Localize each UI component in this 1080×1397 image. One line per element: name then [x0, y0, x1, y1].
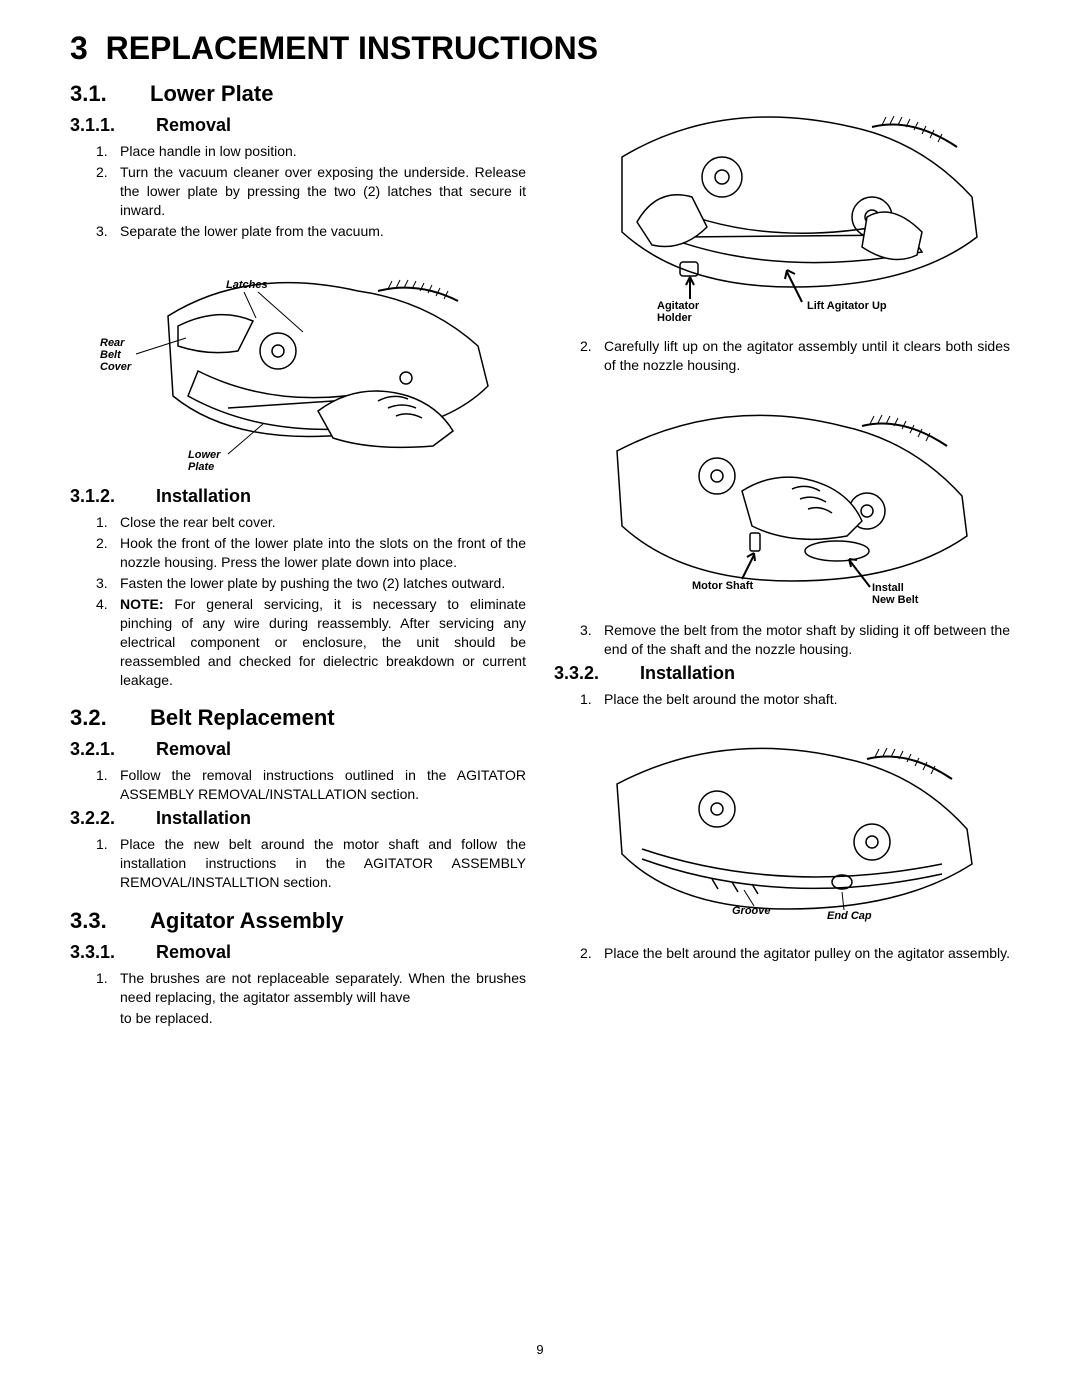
- fig-label-rear: Rear: [100, 337, 125, 349]
- section-title: Lower Plate: [150, 81, 273, 106]
- section-3-1: 3.1.Lower Plate: [70, 81, 526, 107]
- subsection-title: Installation: [156, 486, 251, 506]
- fig-label-agitator: Agitator: [657, 300, 700, 312]
- section-title: Agitator Assembly: [150, 908, 344, 933]
- list-item: Hook the front of the lower plate into t…: [120, 534, 526, 572]
- subsection-number: 3.2.1.: [70, 739, 156, 760]
- fig-label-belt: Belt: [100, 349, 122, 361]
- list-item: Follow the removal instructions outlined…: [120, 766, 526, 804]
- list-item: The brushes are not replaceable separate…: [120, 969, 526, 1007]
- list-item: Separate the lower plate from the vacuum…: [120, 222, 526, 241]
- list-3-3-1-part1: The brushes are not replaceable separate…: [70, 969, 526, 1007]
- chapter-title: REPLACEMENT INSTRUCTIONS: [106, 30, 598, 66]
- list-3-2-2: Place the new belt around the motor shaf…: [70, 835, 526, 892]
- subsection-number: 3.3.2.: [554, 663, 640, 684]
- fig-label-groove: Groove: [732, 905, 771, 917]
- section-number: 3.3.: [70, 908, 150, 934]
- fig-label-plate: Plate: [188, 461, 214, 473]
- section-3-1-2: 3.1.2.Installation: [70, 486, 526, 507]
- fig-label-motor-shaft: Motor Shaft: [692, 580, 753, 592]
- list-3-3-2-part1: Place the belt around the motor shaft.: [554, 690, 1010, 709]
- list-item-continuation: to be replaced.: [70, 1009, 526, 1028]
- subsection-number: 3.1.1.: [70, 115, 156, 136]
- figure-groove-endcap: Groove End Cap: [554, 714, 1010, 934]
- list-item: Close the rear belt cover.: [120, 513, 526, 532]
- subsection-number: 3.1.2.: [70, 486, 156, 507]
- list-3-3-2-part2: Place the belt around the agitator pulle…: [554, 944, 1010, 963]
- section-3-2: 3.2.Belt Replacement: [70, 705, 526, 731]
- chapter-number: 3: [70, 30, 88, 66]
- list-item: NOTE: For general servicing, it is neces…: [120, 595, 526, 689]
- subsection-title: Removal: [156, 739, 231, 759]
- section-number: 3.1.: [70, 81, 150, 107]
- list-3-3-1-part3: Remove the belt from the motor shaft by …: [554, 621, 1010, 659]
- subsection-title: Installation: [640, 663, 735, 683]
- chapter-heading: 3 REPLACEMENT INSTRUCTIONS: [70, 30, 1010, 67]
- list-item: Place handle in low position.: [120, 142, 526, 161]
- section-3-1-1: 3.1.1.Removal: [70, 115, 526, 136]
- section-number: 3.2.: [70, 705, 150, 731]
- list-3-2-1: Follow the removal instructions outlined…: [70, 766, 526, 804]
- list-item: Place the belt around the motor shaft.: [604, 690, 1010, 709]
- subsection-title: Removal: [156, 942, 231, 962]
- fig-label-endcap: End Cap: [827, 910, 872, 922]
- section-3-3-2: 3.3.2.Installation: [554, 663, 1010, 684]
- fig-label-lift-agitator: Lift Agitator Up: [807, 300, 887, 312]
- fig-label-lower: Lower: [188, 449, 221, 461]
- page-number: 9: [0, 1342, 1080, 1357]
- list-item: Place the belt around the agitator pulle…: [604, 944, 1010, 963]
- fig-label-holder: Holder: [657, 312, 693, 324]
- figure-motor-shaft: Motor Shaft Install New Belt: [554, 381, 1010, 611]
- section-title: Belt Replacement: [150, 705, 335, 730]
- fig-label-cover: Cover: [100, 361, 132, 373]
- list-3-3-1-part2: Carefully lift up on the agitator assemb…: [554, 337, 1010, 375]
- section-3-3-1: 3.3.1.Removal: [70, 942, 526, 963]
- list-item: Turn the vacuum cleaner over exposing th…: [120, 163, 526, 220]
- fig-label-newbelt: New Belt: [872, 594, 919, 606]
- list-item: Fasten the lower plate by pushing the tw…: [120, 574, 526, 593]
- figure-agitator-holder: Agitator Holder Lift Agitator Up: [554, 77, 1010, 327]
- fig-label-install: Install: [872, 582, 904, 594]
- list-3-1-2: Close the rear belt cover. Hook the fron…: [70, 513, 526, 689]
- section-3-3: 3.3.Agitator Assembly: [70, 908, 526, 934]
- list-item: Carefully lift up on the agitator assemb…: [604, 337, 1010, 375]
- subsection-number: 3.3.1.: [70, 942, 156, 963]
- note-label: NOTE:: [120, 596, 164, 612]
- fig-label-latches: Latches: [226, 279, 268, 291]
- subsection-title: Removal: [156, 115, 231, 135]
- note-text: For general servicing, it is necessary t…: [120, 596, 526, 688]
- list-item: Place the new belt around the motor shaf…: [120, 835, 526, 892]
- figure-lower-plate: Latches Rear Belt Cover Lower Plate: [70, 246, 526, 476]
- list-3-1-1: Place handle in low position. Turn the v…: [70, 142, 526, 240]
- list-item: Remove the belt from the motor shaft by …: [604, 621, 1010, 659]
- subsection-title: Installation: [156, 808, 251, 828]
- section-3-2-2: 3.2.2.Installation: [70, 808, 526, 829]
- subsection-number: 3.2.2.: [70, 808, 156, 829]
- section-3-2-1: 3.2.1.Removal: [70, 739, 526, 760]
